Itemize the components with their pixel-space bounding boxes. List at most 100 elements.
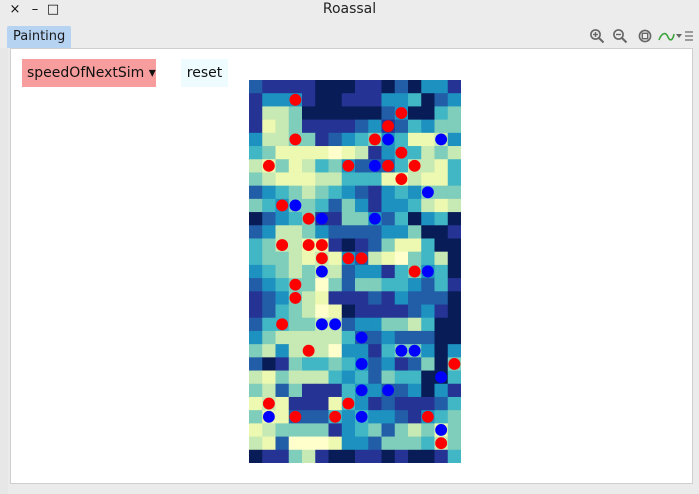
- grid-cell: [368, 344, 382, 358]
- red-agent-dot: [382, 159, 395, 172]
- grid-cell: [381, 357, 396, 371]
- simulation-grid[interactable]: [249, 80, 461, 463]
- grid-cell: [262, 330, 276, 345]
- grid-cell: [447, 410, 461, 424]
- speed-of-next-sim-button[interactable]: speedOfNextSim ▾: [22, 59, 156, 87]
- grid-cell: [275, 436, 290, 451]
- grid-cell: [368, 291, 382, 305]
- grid-cell: [434, 185, 449, 200]
- grid-cell: [421, 396, 435, 411]
- grid-cell: [341, 291, 356, 305]
- grid-cell: [408, 172, 422, 187]
- grid-cell: [447, 93, 461, 107]
- grid-cell: [368, 330, 382, 345]
- blue-agent-dot: [355, 410, 368, 423]
- grid-cell: [328, 212, 343, 226]
- tab-painting[interactable]: Painting: [7, 26, 72, 48]
- grid-cell: [341, 185, 356, 200]
- grid-cell: [262, 423, 276, 437]
- grid-cell: [394, 291, 409, 305]
- grid-cell: [302, 410, 316, 424]
- grid-cell: [262, 383, 276, 398]
- grid-cell: [288, 106, 303, 121]
- grid-cell: [394, 198, 409, 213]
- grid-cell: [302, 264, 316, 279]
- grid-cell: [355, 119, 369, 134]
- reset-button[interactable]: reset: [181, 59, 228, 87]
- maximize-window-button[interactable]: □: [46, 2, 60, 17]
- grid-cell: [249, 225, 263, 239]
- grid-cell: [381, 106, 396, 121]
- red-agent-dot: [329, 410, 342, 423]
- grid-cell: [262, 172, 276, 187]
- grid-cell: [328, 93, 343, 107]
- grid-cell: [275, 119, 290, 134]
- grid-cell: [275, 146, 290, 160]
- grid-cell: [408, 423, 422, 437]
- grid-cell: [434, 80, 449, 94]
- grid-cell: [302, 330, 316, 345]
- zoom-in-icon[interactable]: [589, 28, 605, 44]
- grid-cell: [315, 383, 329, 398]
- grid-cell: [302, 93, 316, 107]
- grid-cell: [394, 304, 409, 319]
- grid-cell: [249, 410, 263, 424]
- grid-cell: [302, 119, 316, 134]
- zoom-out-icon[interactable]: [612, 28, 628, 44]
- grid-cell: [381, 172, 396, 187]
- grid-cell: [315, 172, 329, 187]
- grid-cell: [249, 330, 263, 345]
- grid-cell: [288, 238, 303, 253]
- grid-cell: [341, 238, 356, 253]
- grid-cell: [381, 396, 396, 411]
- close-window-button[interactable]: ×: [9, 2, 21, 17]
- grid-cell: [341, 93, 356, 107]
- grid-cell: [355, 304, 369, 319]
- grid-cell: [421, 212, 435, 226]
- grid-cell: [315, 119, 329, 134]
- grid-cell: [262, 317, 276, 332]
- grid-cell: [341, 146, 356, 160]
- blue-agent-dot: [368, 212, 381, 225]
- grid-cell: [447, 225, 461, 239]
- grid-cell: [408, 436, 422, 451]
- export-menu-icon[interactable]: [657, 28, 695, 44]
- grid-cell: [288, 80, 303, 94]
- grid-cell: [315, 330, 329, 345]
- grid-cell: [288, 383, 303, 398]
- grid-cell: [355, 344, 369, 358]
- grid-cell: [315, 410, 329, 424]
- grid-cell: [315, 132, 329, 147]
- red-agent-dot: [408, 265, 421, 278]
- grid-cell: [394, 251, 409, 266]
- grid-cell: [288, 119, 303, 134]
- grid-cell: [262, 304, 276, 319]
- grid-cell: [275, 410, 290, 424]
- zoom-fit-icon[interactable]: [637, 28, 653, 44]
- grid-cell: [249, 304, 263, 319]
- grid-cell: [328, 330, 343, 345]
- grid-cell: [302, 423, 316, 437]
- minimize-window-button[interactable]: –: [31, 2, 39, 17]
- grid-cell: [275, 80, 290, 94]
- grid-cell: [328, 80, 343, 94]
- grid-cell: [288, 172, 303, 187]
- grid-cell: [315, 106, 329, 121]
- grid-cell: [302, 198, 316, 213]
- grid-cell: [421, 132, 435, 147]
- grid-cell: [302, 357, 316, 371]
- grid-cell: [355, 172, 369, 187]
- grid-cell: [328, 449, 343, 463]
- grid-cell: [315, 225, 329, 239]
- grid-cell: [288, 370, 303, 385]
- grid-cell: [394, 436, 409, 451]
- grid-cell: [408, 238, 422, 253]
- grid-cell: [408, 185, 422, 200]
- grid-cell: [288, 357, 303, 371]
- grid-cell: [434, 225, 449, 239]
- grid-cell: [394, 383, 409, 398]
- grid-cell: [355, 317, 369, 332]
- grid-cell: [249, 264, 263, 279]
- grid-cell: [262, 436, 276, 451]
- grid-cell: [408, 370, 422, 385]
